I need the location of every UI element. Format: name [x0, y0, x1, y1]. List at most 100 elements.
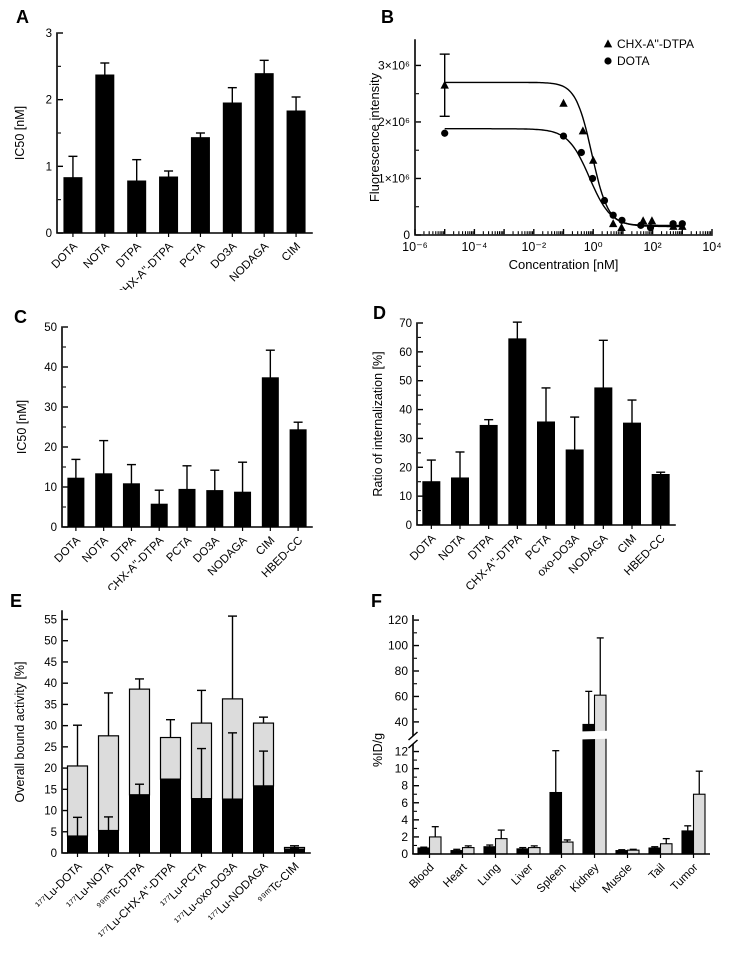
- svg-text:60: 60: [399, 347, 412, 359]
- svg-text:Ratio of internalization [%]: Ratio of internalization [%]: [371, 351, 385, 496]
- svg-text:10⁴: 10⁴: [702, 240, 721, 254]
- panel-E-chart: 0 5 10 15 20 25 30 35 40 45 50 55 Overall bound acti…: [13, 610, 311, 942]
- svg-text:NOTA: NOTA: [81, 240, 112, 271]
- svg-text:70: 70: [399, 318, 412, 330]
- svg-text:2: 2: [46, 95, 52, 107]
- svg-text:CIM: CIM: [280, 241, 303, 264]
- panel-B: B 0 1×10⁶ 2×10⁶ 3×10⁶ 10⁻⁶ 10⁻⁴ 10⁻² 10⁰ 10² 10⁴ C…: [365, 0, 730, 290]
- figure-row-1: A 0 1 2 3 IC50 [nM] DOTA NOTA DTPA CHX-A''-DTPA P…: [0, 0, 730, 290]
- svg-text:Concentration [nM]: Concentration [nM]: [509, 257, 619, 272]
- svg-text:45: 45: [44, 657, 57, 669]
- panel-D-letter: D: [373, 303, 386, 323]
- svg-text:CIM: CIM: [616, 533, 639, 556]
- svg-text:Overall bound activity [%]: Overall bound activity [%]: [13, 661, 27, 802]
- svg-text:10: 10: [44, 482, 57, 494]
- svg-text:3: 3: [46, 28, 52, 40]
- svg-text:4: 4: [401, 813, 408, 827]
- svg-text:10: 10: [395, 762, 409, 776]
- panel-F-chart: 0 2 4 6 8 10 12 40 60 80 100 120 %ID/g Blood Heart Lung…: [371, 613, 710, 896]
- panel-A: A 0 1 2 3 IC50 [nM] DOTA NOTA DTPA CHX-A''-DTPA P…: [0, 0, 365, 290]
- svg-text:6: 6: [401, 796, 408, 810]
- svg-text:DOTA: DOTA: [50, 240, 81, 271]
- svg-text:50: 50: [44, 322, 57, 334]
- svg-text:2×10⁶: 2×10⁶: [378, 115, 410, 129]
- svg-text:DOTA: DOTA: [617, 54, 649, 68]
- svg-text:55: 55: [44, 614, 57, 626]
- svg-text:30: 30: [44, 721, 57, 733]
- svg-text:NOTA: NOTA: [437, 532, 468, 563]
- panel-E-letter: E: [10, 591, 23, 611]
- svg-text:Liver: Liver: [510, 862, 536, 888]
- svg-text:50: 50: [399, 376, 412, 388]
- svg-text:3×10⁶: 3×10⁶: [378, 58, 410, 72]
- svg-text:10⁻⁴: 10⁻⁴: [461, 240, 487, 254]
- svg-text:60: 60: [395, 689, 409, 703]
- figure-row-3: E 0 5 10 15 20 25 30 35 40 45 50 55 Overall bound ac…: [0, 590, 730, 956]
- svg-text:30: 30: [44, 402, 57, 414]
- svg-text:10²: 10²: [644, 240, 662, 254]
- svg-text:Heart: Heart: [441, 861, 470, 890]
- svg-text:%ID/g: %ID/g: [371, 733, 385, 767]
- svg-text:30: 30: [399, 433, 412, 445]
- svg-text:2: 2: [401, 830, 408, 844]
- svg-text:0: 0: [406, 520, 412, 532]
- svg-text:DTPA: DTPA: [114, 240, 144, 270]
- svg-text:15: 15: [44, 784, 57, 796]
- panel-B-letter: B: [381, 7, 394, 27]
- svg-text:Kidney: Kidney: [568, 861, 602, 895]
- svg-text:20: 20: [399, 462, 412, 474]
- svg-text:10⁻²: 10⁻²: [521, 240, 546, 254]
- svg-text:12: 12: [395, 745, 409, 759]
- svg-text:Tail: Tail: [647, 862, 668, 883]
- svg-text:0: 0: [51, 522, 57, 534]
- svg-text:DO3A: DO3A: [209, 240, 240, 271]
- svg-text:100: 100: [388, 639, 408, 653]
- svg-text:40: 40: [44, 678, 57, 690]
- figure-row-2: C 0 10 20 30 40 50 IC50 [nM] DOTA NOTA DTPA CHX-A'…: [0, 290, 730, 590]
- svg-text:PCTA: PCTA: [178, 240, 208, 270]
- svg-text:40: 40: [399, 405, 412, 417]
- svg-text:10⁻⁶: 10⁻⁶: [402, 240, 428, 254]
- svg-text:1×10⁶: 1×10⁶: [378, 171, 410, 185]
- svg-text:Spleen: Spleen: [535, 862, 569, 896]
- svg-text:Lung: Lung: [476, 862, 503, 889]
- svg-text:IC50 [nM]: IC50 [nM]: [13, 106, 27, 160]
- panel-D-chart: 0 10 20 30 40 50 60 70 Ratio of internalization …: [371, 318, 676, 590]
- svg-text:10: 10: [399, 491, 412, 503]
- svg-text:10: 10: [44, 806, 57, 818]
- svg-text:CIM: CIM: [254, 535, 277, 558]
- svg-text:0: 0: [401, 847, 408, 861]
- panel-F: F 0 2 4 6 8 10 12 40 60 80 100 120 %ID/g Blood Heart Lu…: [365, 590, 730, 956]
- panel-B-chart: 0 1×10⁶ 2×10⁶ 3×10⁶ 10⁻⁶ 10⁻⁴ 10⁻² 10⁰ 10² 10⁴ Con…: [367, 37, 722, 272]
- svg-text:1: 1: [46, 161, 52, 173]
- svg-text:IC50 [nM]: IC50 [nM]: [15, 400, 29, 454]
- svg-text:80: 80: [395, 664, 409, 678]
- svg-text:8: 8: [401, 779, 408, 793]
- svg-text:0: 0: [403, 228, 410, 242]
- svg-text:50: 50: [44, 636, 57, 648]
- svg-text:Blood: Blood: [407, 862, 436, 891]
- svg-text:5: 5: [51, 827, 57, 839]
- svg-text:10⁰: 10⁰: [584, 240, 603, 254]
- svg-text:Tumor: Tumor: [669, 862, 701, 894]
- svg-text:DOTA: DOTA: [53, 534, 84, 565]
- svg-text:20: 20: [44, 442, 57, 454]
- panel-C-letter: C: [14, 307, 27, 327]
- panel-A-letter: A: [16, 7, 29, 27]
- svg-text:20: 20: [44, 763, 57, 775]
- svg-text:DOTA: DOTA: [408, 532, 439, 563]
- svg-text:40: 40: [395, 715, 409, 729]
- svg-text:NOTA: NOTA: [80, 534, 111, 565]
- panel-E: E 0 5 10 15 20 25 30 35 40 45 50 55 Overall bound ac…: [0, 590, 365, 956]
- svg-text:Fluorescence intensity: Fluorescence intensity: [367, 72, 382, 202]
- svg-text:25: 25: [44, 742, 57, 754]
- svg-text:CHX-A''-DTPA: CHX-A''-DTPA: [617, 37, 694, 51]
- svg-text:PCTA: PCTA: [165, 534, 195, 564]
- svg-text:35: 35: [44, 699, 57, 711]
- panel-C: C 0 10 20 30 40 50 IC50 [nM] DOTA NOTA DTPA CHX-A'…: [0, 290, 365, 590]
- svg-text:0: 0: [51, 848, 57, 860]
- svg-text:120: 120: [388, 613, 408, 627]
